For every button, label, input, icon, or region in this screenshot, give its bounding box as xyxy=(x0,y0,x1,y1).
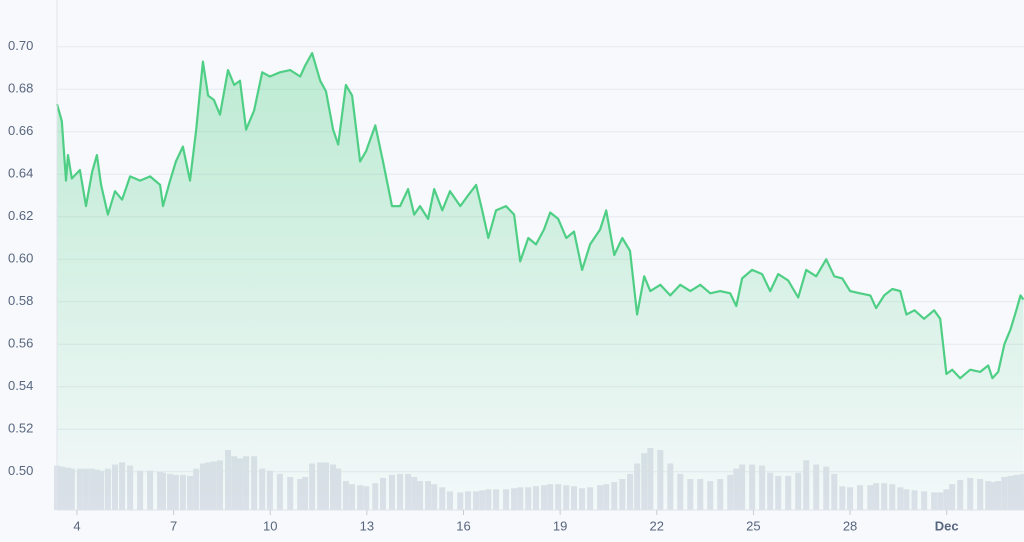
y-tick-label: 0.68 xyxy=(8,81,33,96)
y-tick-label: 0.56 xyxy=(8,336,33,351)
x-tick-label: 25 xyxy=(746,518,760,533)
plot xyxy=(55,52,1024,510)
y-tick-label: 0.62 xyxy=(8,208,33,223)
x-tick-label: 13 xyxy=(360,518,374,533)
area xyxy=(57,53,1024,510)
y-tick-label: 0.64 xyxy=(8,166,33,181)
y-tick-label: 0.60 xyxy=(8,251,33,266)
price-line xyxy=(55,52,1024,380)
y-tick-label: 0.66 xyxy=(8,123,33,138)
x-tick-label: 19 xyxy=(553,518,567,533)
y-tick-label: 0.70 xyxy=(8,38,33,53)
x-tick-label: 22 xyxy=(650,518,664,533)
y-tick-label: 0.54 xyxy=(8,378,33,393)
y-tick-label: 0.52 xyxy=(8,421,33,436)
x-tick-label: 7 xyxy=(170,518,177,533)
y-tick-label: 0.50 xyxy=(8,463,33,478)
x-tick-label: 10 xyxy=(263,518,277,533)
x-tick-label: Dec xyxy=(935,518,959,533)
x-tick-label: 28 xyxy=(843,518,857,533)
x-tick-label: 4 xyxy=(73,518,80,533)
x-tick-label: 16 xyxy=(456,518,470,533)
axes: 0.50 0.52 0.54 0.56 0.58 0.60 0.62 0.64 0.66 0.68… xyxy=(8,0,1024,533)
y-tick-label: 0.58 xyxy=(8,293,33,308)
